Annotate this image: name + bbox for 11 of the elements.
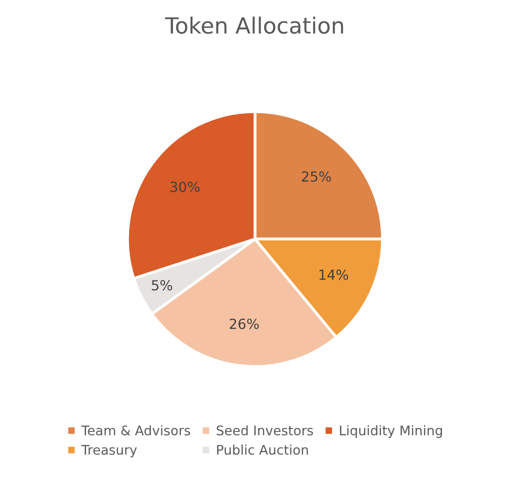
data-label: 26%: [230, 318, 259, 330]
legend-label: Public Auction: [217, 444, 308, 455]
data-label: 14%: [320, 269, 348, 280]
legend-label: Treasury: [81, 444, 137, 458]
data-label: 30%: [170, 182, 200, 192]
legend-label: Liquidity Mining: [340, 425, 442, 438]
data-label: 5%: [152, 280, 172, 291]
chart-title: Token Allocation: [165, 16, 344, 34]
data-label: 25%: [302, 171, 331, 182]
legend-label: Seed Investors: [216, 425, 313, 436]
legend-label: Team & Advisors: [81, 425, 190, 436]
